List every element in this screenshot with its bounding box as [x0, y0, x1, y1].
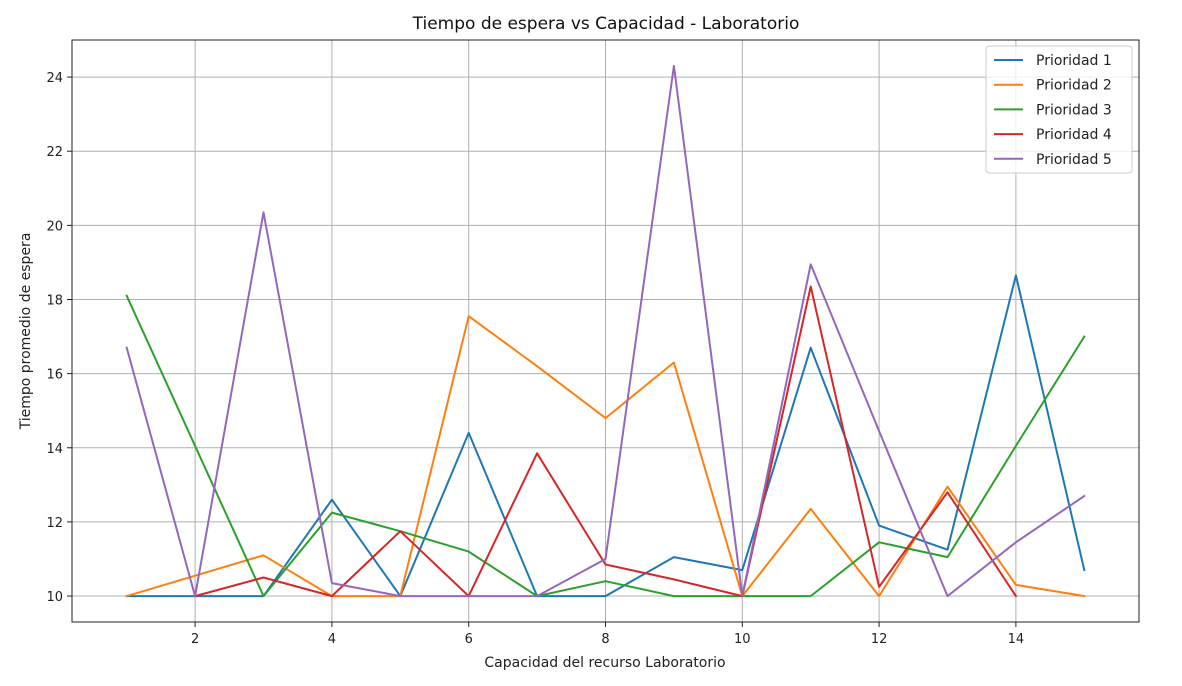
y-tick-label: 18 — [46, 293, 63, 308]
grid-lines — [72, 40, 1139, 622]
x-tick-label: 12 — [871, 632, 888, 647]
y-ticks: 10 12 14 16 18 20 22 24 — [46, 71, 72, 605]
y-tick-label: 12 — [46, 516, 63, 531]
series-line-prioridad-4 — [193, 285, 1018, 598]
y-tick-label: 22 — [46, 145, 63, 160]
x-tick-label: 2 — [191, 632, 199, 647]
x-tick-label: 10 — [734, 632, 751, 647]
y-tick-label: 14 — [46, 442, 63, 457]
y-tick-label: 24 — [46, 71, 63, 86]
x-tick-label: 14 — [1008, 632, 1025, 647]
legend-box — [985, 45, 1133, 174]
legend-label-prioridad-4: Prioridad 4 — [1036, 127, 1112, 143]
y-tick-label: 10 — [46, 590, 63, 605]
x-tick-label: 8 — [601, 632, 609, 647]
series-line-prioridad-5 — [125, 64, 1086, 598]
legend-label-prioridad-3: Prioridad 3 — [1036, 102, 1112, 118]
legend-label-prioridad-5: Prioridad 5 — [1036, 152, 1112, 168]
y-tick-label: 16 — [46, 368, 63, 383]
x-ticks: 2 4 6 8 10 12 14 — [191, 622, 1024, 647]
chart-title: Tiempo de espera vs Capacidad - Laborato… — [412, 14, 800, 34]
series-line-prioridad-3 — [125, 294, 1086, 598]
y-tick-label: 20 — [46, 219, 63, 234]
legend: Prioridad 1 Prioridad 2 Prioridad 3 Priorid… — [985, 45, 1133, 174]
series-lines — [125, 64, 1086, 598]
x-tick-label: 6 — [465, 632, 473, 647]
y-axis-label: Tiempo promedio de espera — [18, 233, 34, 431]
legend-label-prioridad-2: Prioridad 2 — [1036, 78, 1112, 94]
x-tick-label: 4 — [328, 632, 336, 647]
legend-label-prioridad-1: Prioridad 1 — [1036, 53, 1112, 69]
x-axis-label: Capacidad del recurso Laboratorio — [484, 655, 725, 671]
